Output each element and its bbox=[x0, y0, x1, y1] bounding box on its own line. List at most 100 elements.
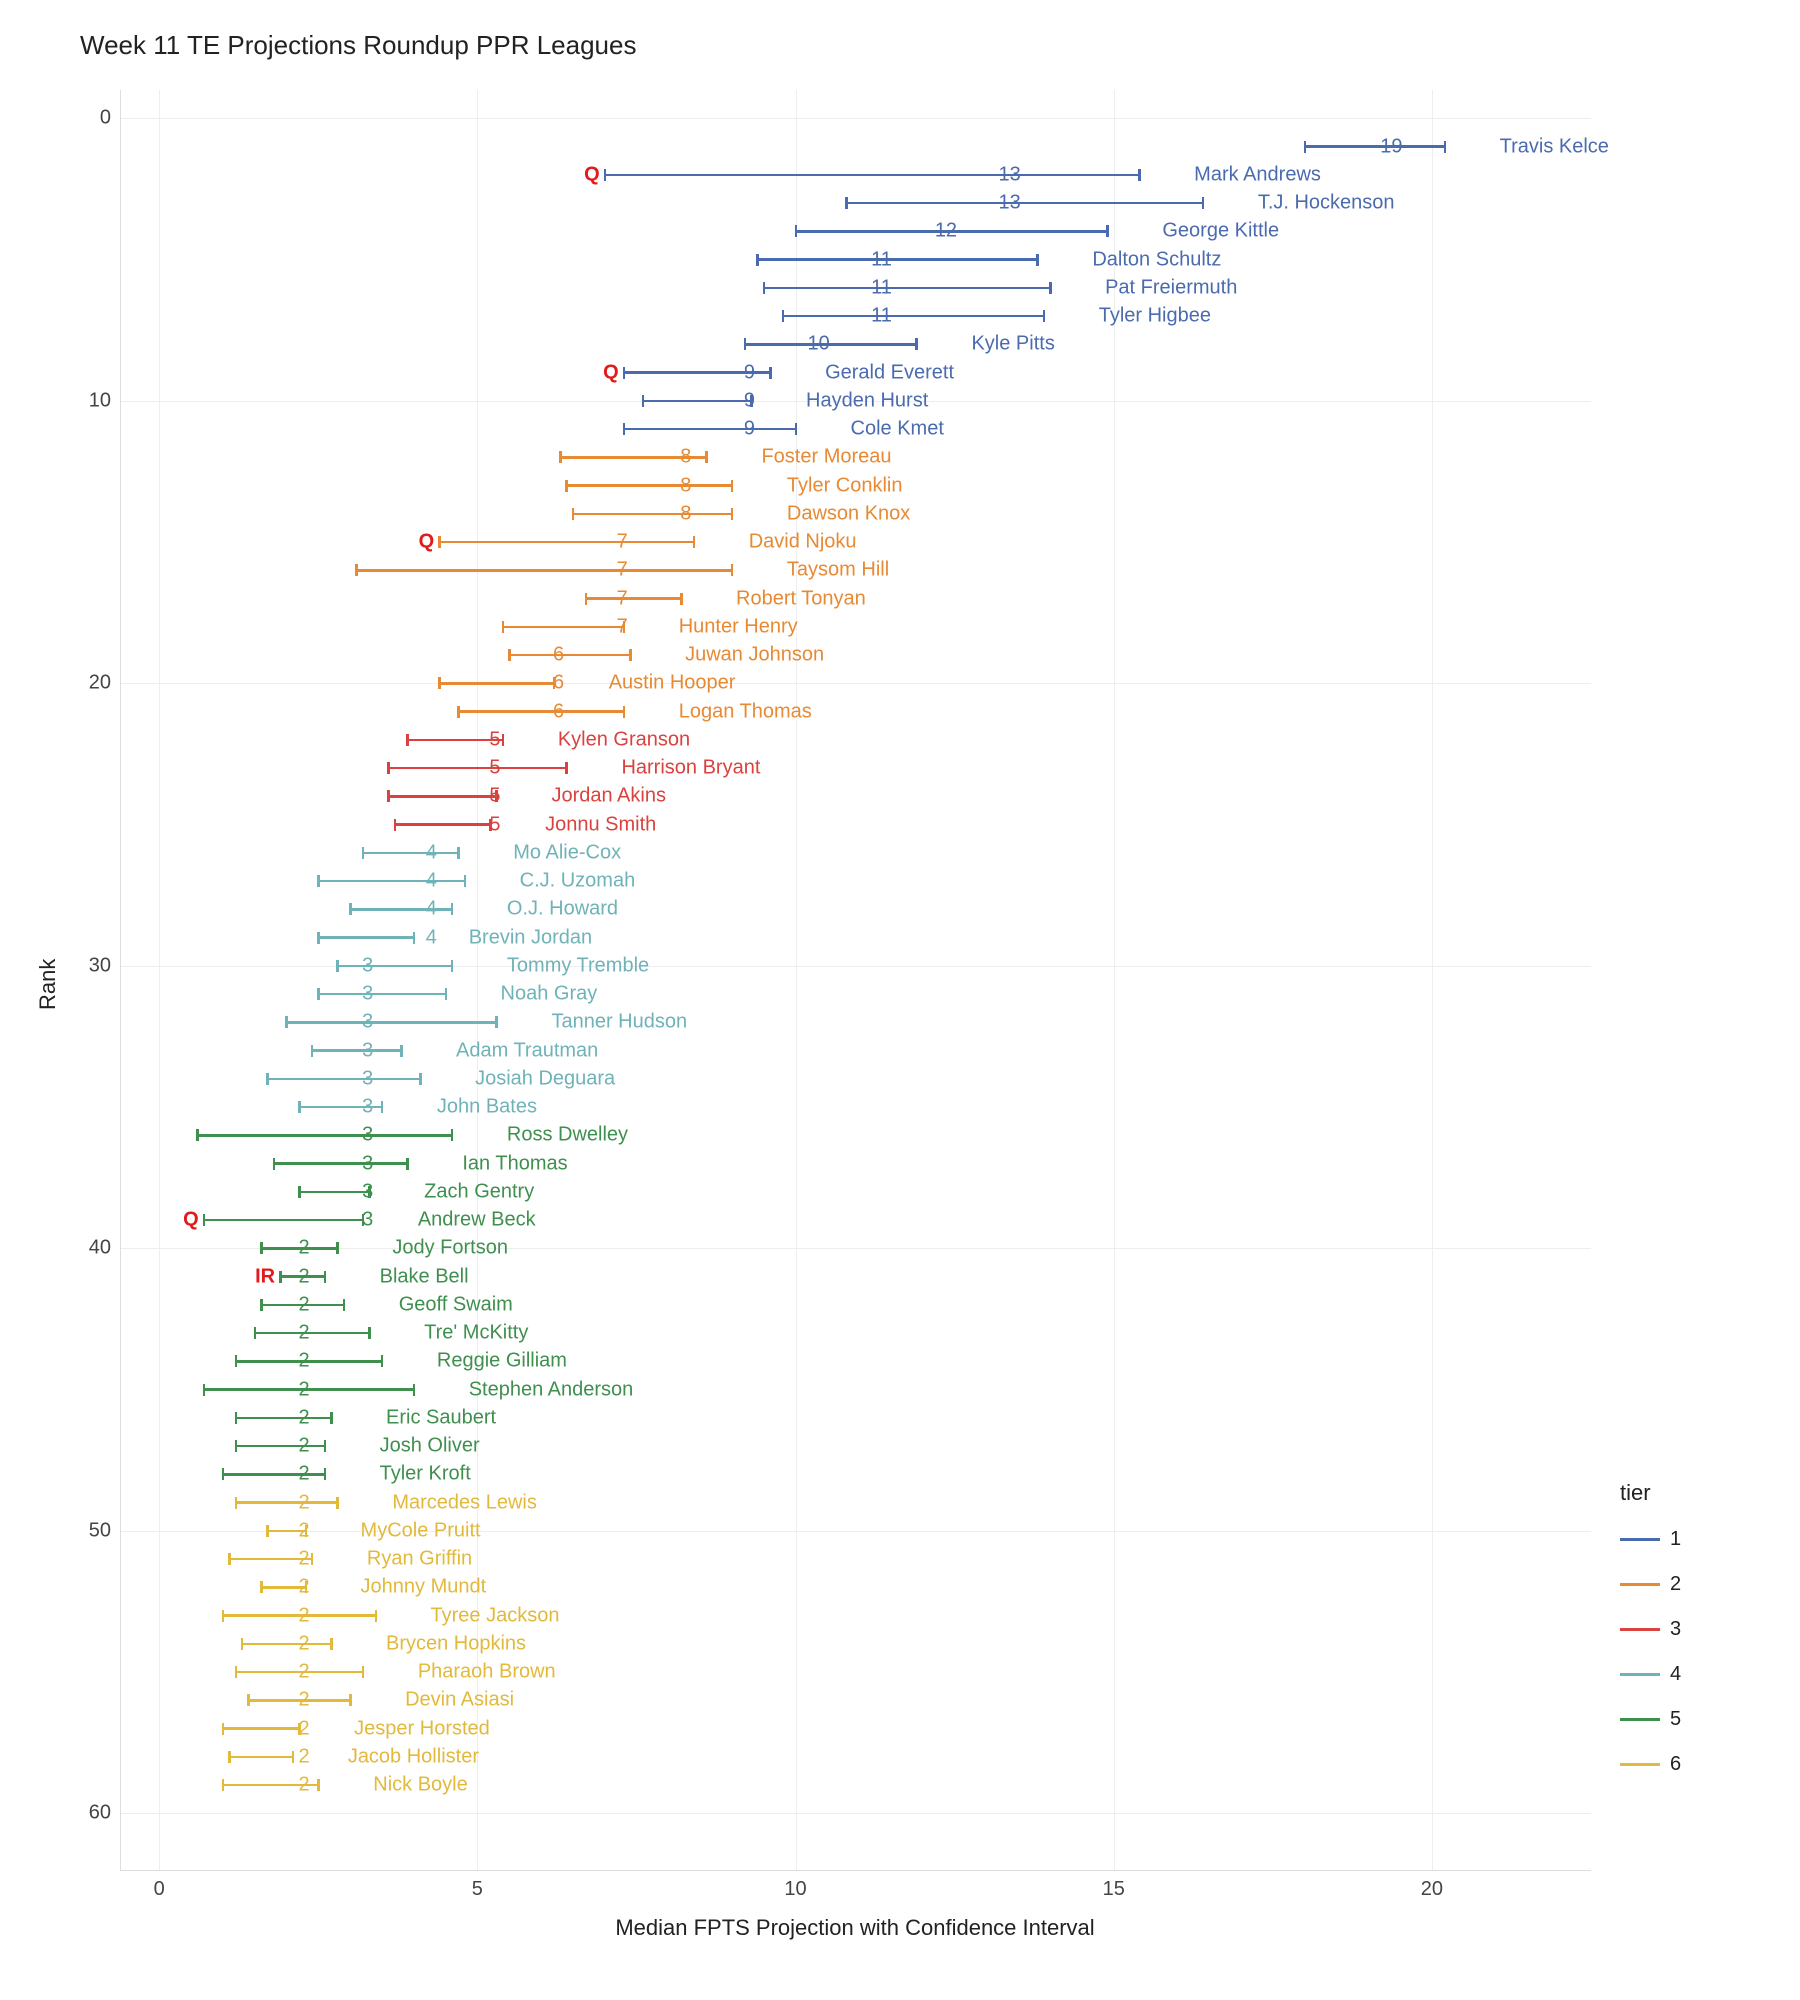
median-label: 4 bbox=[426, 870, 437, 893]
chart-title: Week 11 TE Projections Roundup PPR Leagu… bbox=[80, 30, 636, 61]
player-row: 2Marcedes Lewis bbox=[121, 1503, 1591, 1504]
error-cap-low bbox=[254, 1327, 257, 1339]
error-cap-low bbox=[559, 451, 562, 463]
player-row: 11Pat Freiermuth bbox=[121, 288, 1591, 289]
error-cap-low bbox=[228, 1553, 231, 1565]
error-bar bbox=[757, 258, 1037, 261]
player-name-label: Logan Thomas bbox=[679, 700, 812, 723]
player-row: 2Tyler Kroft bbox=[121, 1474, 1591, 1475]
error-bar bbox=[229, 1756, 293, 1759]
error-bar bbox=[223, 1727, 299, 1730]
player-row: 4Brevin Jordan bbox=[121, 938, 1591, 939]
player-row: 7Taysom Hill bbox=[121, 570, 1591, 571]
error-cap-high bbox=[629, 649, 632, 661]
median-label: 4 bbox=[426, 898, 437, 921]
median-label: 6 bbox=[553, 672, 564, 695]
error-cap-low bbox=[782, 310, 785, 322]
gridline-v bbox=[1432, 90, 1433, 1870]
error-cap-high bbox=[406, 1158, 409, 1170]
legend-swatch bbox=[1620, 1673, 1660, 1676]
player-name-label: Blake Bell bbox=[380, 1265, 469, 1288]
error-cap-low bbox=[273, 1158, 276, 1170]
player-name-label: Tyler Kroft bbox=[380, 1463, 471, 1486]
median-label: 2 bbox=[298, 1548, 309, 1571]
player-row: 6Juwan Johnson bbox=[121, 655, 1591, 656]
error-cap-high bbox=[451, 903, 454, 915]
error-bar bbox=[439, 541, 694, 544]
player-name-label: Johnny Mundt bbox=[361, 1576, 487, 1599]
player-name-label: Tyree Jackson bbox=[431, 1604, 560, 1627]
error-cap-high bbox=[317, 1779, 320, 1791]
median-label: 3 bbox=[362, 954, 373, 977]
player-name-label: Tyler Higbee bbox=[1099, 305, 1211, 328]
status-label: Q bbox=[183, 1209, 202, 1232]
player-name-label: Stephen Anderson bbox=[469, 1378, 634, 1401]
player-row: 12George Kittle bbox=[121, 231, 1591, 232]
error-bar bbox=[274, 1162, 408, 1165]
error-bar bbox=[573, 513, 732, 516]
legend: tier 123456 bbox=[1620, 1480, 1681, 1798]
median-label: 13 bbox=[998, 163, 1020, 186]
error-cap-high bbox=[769, 367, 772, 379]
median-label: 3 bbox=[362, 1152, 373, 1175]
player-row: 3Ross Dwelley bbox=[121, 1135, 1591, 1136]
median-label: 9 bbox=[744, 389, 755, 412]
player-row: 2Blake BellIR bbox=[121, 1277, 1591, 1278]
error-cap-low bbox=[438, 536, 441, 548]
error-cap-high bbox=[292, 1751, 295, 1763]
error-bar bbox=[764, 287, 1050, 290]
player-name-label: T.J. Hockenson bbox=[1258, 192, 1395, 215]
player-name-label: Andrew Beck bbox=[418, 1209, 536, 1232]
player-name-label: George Kittle bbox=[1162, 220, 1279, 243]
error-bar bbox=[846, 202, 1202, 205]
median-label: 2 bbox=[298, 1237, 309, 1260]
status-label: Q bbox=[603, 361, 622, 384]
error-cap-low bbox=[565, 480, 568, 492]
player-name-label: David Njoku bbox=[749, 531, 857, 554]
y-axis-label: Rank bbox=[35, 959, 61, 1010]
player-row: 2Jesper Horsted bbox=[121, 1729, 1591, 1730]
player-row: 3Tanner Hudson bbox=[121, 1022, 1591, 1023]
player-row: 5Jordan Akins bbox=[121, 796, 1591, 797]
player-row: 3John Bates bbox=[121, 1107, 1591, 1108]
player-name-label: Tyler Conklin bbox=[787, 474, 903, 497]
error-cap-high bbox=[1106, 225, 1109, 237]
error-cap-high bbox=[565, 762, 568, 774]
error-cap-high bbox=[368, 1327, 371, 1339]
player-name-label: Hunter Henry bbox=[679, 615, 798, 638]
median-label: 7 bbox=[617, 587, 628, 610]
gridline-v bbox=[159, 90, 160, 1870]
median-label: 11 bbox=[871, 248, 892, 271]
error-cap-low bbox=[260, 1581, 263, 1593]
error-cap-low bbox=[260, 1242, 263, 1254]
player-row: 2Brycen Hopkins bbox=[121, 1644, 1591, 1645]
player-name-label: Travis Kelce bbox=[1500, 135, 1609, 158]
error-bar bbox=[395, 823, 490, 826]
player-row: 6Logan Thomas bbox=[121, 712, 1591, 713]
player-name-label: Robert Tonyan bbox=[736, 587, 866, 610]
player-name-label: Devin Asiasi bbox=[405, 1689, 514, 1712]
player-row: 8Tyler Conklin bbox=[121, 486, 1591, 487]
player-name-label: Jonnu Smith bbox=[545, 813, 656, 836]
player-row: 5Jonnu Smith bbox=[121, 825, 1591, 826]
player-row: 3Andrew BeckQ bbox=[121, 1220, 1591, 1221]
error-bar bbox=[363, 852, 458, 855]
player-row: 4Mo Alie-Cox bbox=[121, 853, 1591, 854]
error-cap-high bbox=[1444, 141, 1447, 153]
error-bar bbox=[286, 1021, 496, 1024]
gridline-v bbox=[796, 90, 797, 1870]
error-cap-low bbox=[438, 677, 441, 689]
player-name-label: Kylen Granson bbox=[558, 728, 690, 751]
error-cap-high bbox=[457, 847, 460, 859]
player-name-label: Cole Kmet bbox=[851, 418, 944, 441]
player-row: 2Pharaoh Brown bbox=[121, 1672, 1591, 1673]
player-row: 8Dawson Knox bbox=[121, 514, 1591, 515]
error-cap-low bbox=[241, 1638, 244, 1650]
median-label: 2 bbox=[298, 1463, 309, 1486]
legend-item: 4 bbox=[1620, 1663, 1681, 1686]
error-cap-high bbox=[375, 1610, 378, 1622]
error-cap-low bbox=[196, 1129, 199, 1141]
median-label: 5 bbox=[489, 728, 500, 751]
error-bar bbox=[318, 880, 464, 883]
median-label: 7 bbox=[617, 559, 628, 582]
